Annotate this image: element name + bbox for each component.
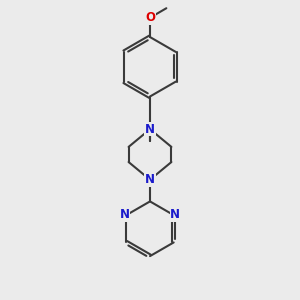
Text: N: N	[145, 173, 155, 186]
Text: N: N	[170, 208, 180, 221]
Text: N: N	[145, 123, 155, 136]
Text: O: O	[145, 11, 155, 24]
Text: N: N	[120, 208, 130, 221]
